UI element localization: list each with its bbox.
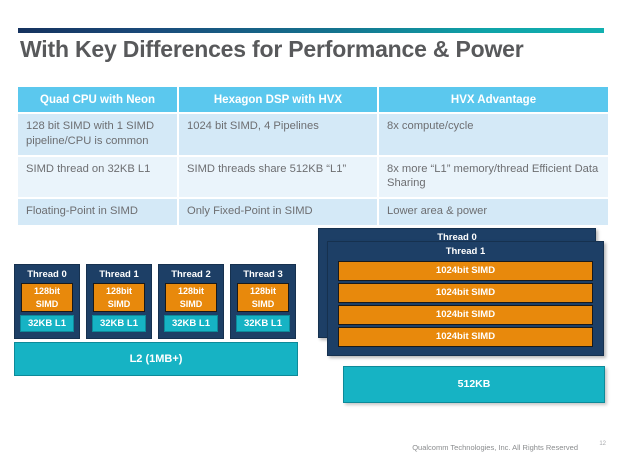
cpu-l1-cache: 32KB L1 (92, 315, 146, 332)
table-row: SIMD thread on 32KB L1 SIMD threads shar… (18, 156, 608, 198)
dsp-thread-card-1: Thread 1 1024bit SIMD 1024bit SIMD 1024b… (327, 241, 604, 356)
cpu-simd-block: 128bit SIMD (21, 283, 73, 312)
cpu-core-thread-1: Thread 1 128bit SIMD 32KB L1 (86, 264, 152, 339)
cpu-l1-cache: 32KB L1 (164, 315, 218, 332)
cpu-core-label: Thread 2 (171, 269, 211, 280)
dsp-thread-label: Thread 1 (445, 246, 486, 257)
table-row: Floating-Point in SIMD Only Fixed-Point … (18, 199, 608, 225)
dsp-thread-label: Thread 0 (437, 232, 477, 243)
table-spacer (18, 112, 608, 114)
dsp-shared-memory: 512KB (343, 366, 605, 403)
cpu-core-thread-2: Thread 2 128bit SIMD 32KB L1 (158, 264, 224, 339)
quad-cpu-cluster: Thread 0 128bit SIMD 32KB L1 Thread 1 12… (12, 264, 302, 384)
cpu-simd-width: 128bit (105, 286, 132, 296)
page-title: With Key Differences for Performance & P… (20, 36, 524, 62)
cpu-core-thread-0: Thread 0 128bit SIMD 32KB L1 (14, 264, 80, 339)
table-spacer (18, 154, 608, 157)
dsp-simd-pipeline: 1024bit SIMD (338, 305, 593, 325)
cell-quad-cpu: SIMD thread on 32KB L1 (18, 156, 179, 198)
table-header-row: Quad CPU with Neon Hexagon DSP with HVX … (18, 87, 608, 112)
footer-page-number: 12 (599, 441, 606, 447)
cpu-simd-name: SIMD (107, 299, 131, 309)
footer-copyright: Qualcomm Technologies, Inc. All Rights R… (412, 443, 578, 452)
cpu-simd-width: 128bit (33, 286, 60, 296)
cpu-simd-name: SIMD (251, 299, 275, 309)
top-accent-bar (18, 28, 604, 33)
cpu-simd-block: 128bit SIMD (93, 283, 145, 312)
table-header-quad-cpu: Quad CPU with Neon (18, 87, 179, 112)
cell-hexagon-dsp: Only Fixed-Point in SIMD (178, 199, 379, 225)
cpu-simd-block: 128bit SIMD (165, 283, 217, 312)
cpu-simd-block: 128bit SIMD (237, 283, 289, 312)
dsp-simd-pipeline: 1024bit SIMD (338, 261, 593, 281)
cpu-simd-width: 128bit (177, 286, 204, 296)
hexagon-dsp-cluster: Thread 0 Thread 1 1024bit SIMD 1024bit S… (318, 228, 610, 403)
cpu-simd-name: SIMD (179, 299, 203, 309)
cpu-core-thread-3: Thread 3 128bit SIMD 32KB L1 (230, 264, 296, 339)
cell-quad-cpu: 128 bit SIMD with 1 SIMD pipeline/CPU is… (18, 114, 179, 155)
cpu-core-label: Thread 1 (99, 269, 139, 280)
cpu-simd-width: 128bit (249, 286, 276, 296)
cpu-l1-cache: 32KB L1 (20, 315, 74, 332)
cell-hvx-advantage: 8x compute/cycle (378, 114, 608, 155)
cell-quad-cpu: Floating-Point in SIMD (18, 199, 179, 225)
table-spacer (18, 197, 608, 200)
dsp-simd-pipeline: 1024bit SIMD (338, 327, 593, 347)
table-row: 128 bit SIMD with 1 SIMD pipeline/CPU is… (18, 114, 608, 155)
cell-hexagon-dsp: 1024 bit SIMD, 4 Pipelines (178, 114, 379, 155)
cell-hexagon-dsp: SIMD threads share 512KB “L1” (178, 156, 379, 198)
comparison-table: Quad CPU with Neon Hexagon DSP with HVX … (18, 87, 608, 225)
cpu-simd-name: SIMD (35, 299, 59, 309)
table-header-hexagon-dsp: Hexagon DSP with HVX (178, 87, 379, 112)
dsp-simd-pipeline: 1024bit SIMD (338, 283, 593, 303)
cell-hvx-advantage: 8x more “L1” memory/thread Efficient Dat… (378, 156, 608, 198)
table-header-hvx-advantage: HVX Advantage (378, 87, 608, 112)
cpu-core-label: Thread 3 (243, 269, 283, 280)
cell-hvx-advantage: Lower area & power (378, 199, 608, 225)
cpu-l2-cache: L2 (1MB+) (14, 342, 298, 376)
cpu-l1-cache: 32KB L1 (236, 315, 290, 332)
cpu-core-label: Thread 0 (27, 269, 67, 280)
